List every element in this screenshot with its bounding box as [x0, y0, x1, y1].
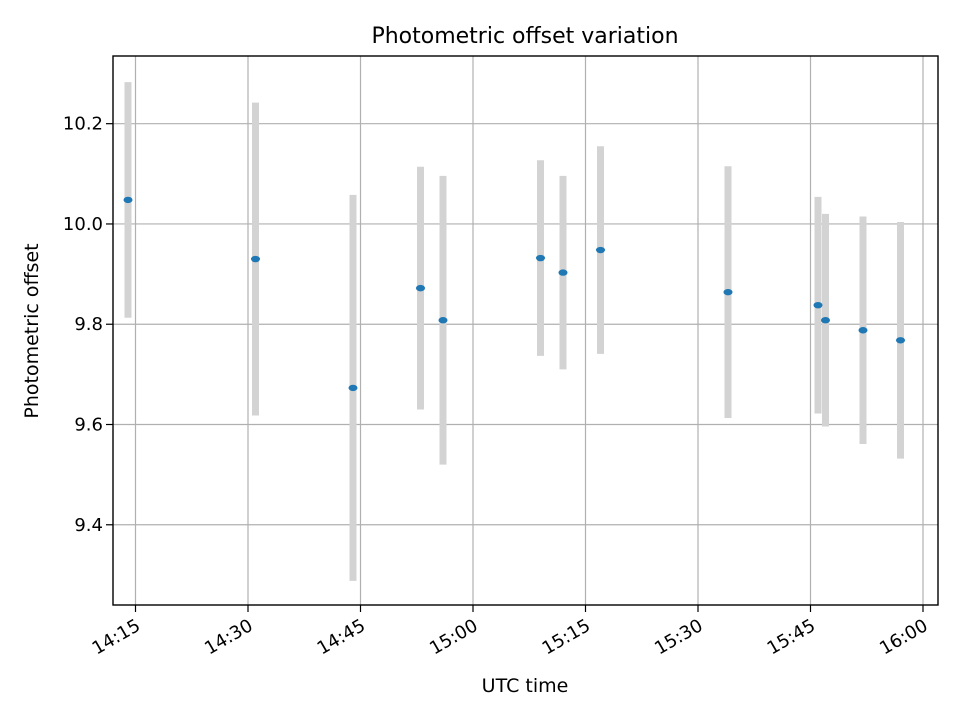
data-points [123, 196, 905, 392]
y-tick-label: 9.6 [74, 415, 103, 436]
x-tick-label: 16:00 [876, 615, 931, 659]
data-point [813, 301, 823, 309]
data-point [858, 327, 868, 334]
x-tick-label: 14:45 [314, 615, 369, 659]
data-point [896, 337, 905, 344]
y-tick-label: 10.0 [63, 214, 103, 235]
x-axis-ticks: 14:15 14:30 14:45 15:00 15:15 15:30 15:45 16:00 [89, 605, 932, 659]
y-axis-label: Photometric offset [21, 243, 43, 418]
x-tick-label: 15:45 [764, 615, 819, 659]
grid [113, 56, 938, 605]
x-tick-label: 14:15 [89, 615, 144, 659]
data-point [821, 317, 830, 324]
x-tick-label: 15:15 [539, 615, 594, 659]
errorbars [124, 82, 904, 581]
plot-area-frame [112, 55, 939, 606]
data-point [438, 317, 448, 324]
data-point [251, 255, 260, 263]
y-tick-label: 9.4 [74, 515, 103, 536]
x-tick-label: 15:30 [651, 615, 706, 659]
x-tick-label: 15:00 [426, 615, 481, 659]
data-point [723, 288, 733, 296]
x-tick-label: 14:30 [201, 615, 256, 659]
data-point [416, 284, 425, 292]
data-point [348, 384, 358, 392]
data-point [596, 246, 605, 254]
y-tick-label: 10.2 [63, 114, 103, 135]
data-point [536, 254, 545, 262]
y-tick-label: 9.8 [74, 314, 103, 335]
chart-title: Photometric offset variation [371, 24, 678, 49]
x-axis-label: UTC time [482, 675, 569, 697]
data-point [123, 196, 133, 204]
data-point [558, 269, 568, 276]
y-axis-ticks: 9.4 9.6 9.8 10.0 10.2 [63, 114, 113, 536]
